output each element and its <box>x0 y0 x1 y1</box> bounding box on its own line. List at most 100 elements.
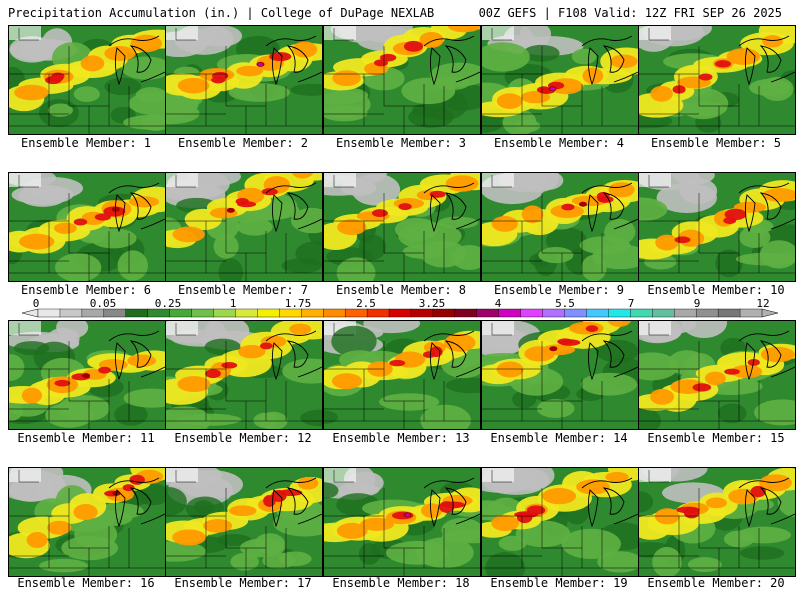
ensemble-member-caption: Ensemble Member: 5 <box>650 136 782 150</box>
colorbar-tick-label: 9 <box>693 297 701 310</box>
colorbar-segment <box>630 308 653 318</box>
ensemble-member-caption: Ensemble Member: 13 <box>332 431 470 445</box>
colorbar-segment <box>366 308 390 318</box>
precip-map <box>166 321 322 429</box>
colorbar-segment <box>498 308 522 318</box>
precip-map <box>639 321 795 429</box>
ensemble-member-caption: Ensemble Member: 20 <box>647 576 785 590</box>
ensemble-panel-18 <box>323 467 481 577</box>
ensemble-member-caption: Ensemble Member: 12 <box>174 431 312 445</box>
colorbar-segment <box>542 308 566 318</box>
colorbar-segment <box>103 308 127 318</box>
colorbar-segment <box>213 308 236 318</box>
colorbar-segment <box>125 308 149 318</box>
ensemble-panel-11 <box>8 320 166 430</box>
precip-map <box>166 468 322 576</box>
ensemble-panel-17 <box>165 467 323 577</box>
precip-map <box>324 173 480 281</box>
colorbar-segment <box>476 308 500 318</box>
colorbar-segment <box>59 308 83 318</box>
colorbar-tick-label: 0 <box>32 297 40 310</box>
ensemble-panel-6 <box>8 172 166 282</box>
ensemble-member-caption: Ensemble Member: 2 <box>177 136 309 150</box>
ensemble-panel-12 <box>165 320 323 430</box>
precip-map <box>9 173 165 281</box>
colorbar-segment <box>81 308 105 318</box>
model-run-info: 00Z GEFS | F108 Valid: 12Z FRI SEP 26 20… <box>478 6 782 20</box>
precip-map <box>639 468 795 576</box>
colorbar-segment <box>301 308 324 318</box>
precip-map <box>639 173 795 281</box>
ensemble-panel-8 <box>323 172 481 282</box>
ensemble-panel-14 <box>481 320 639 430</box>
ensemble-panel-19 <box>481 467 639 577</box>
ensemble-panel-13 <box>323 320 481 430</box>
colorbar-segment <box>432 308 456 318</box>
ensemble-member-caption: Ensemble Member: 10 <box>647 283 785 297</box>
colorbar-tick-label: 1.75 <box>284 297 312 310</box>
colorbar-tick-label: 1 <box>229 297 237 310</box>
precip-map <box>482 26 638 134</box>
colorbar-segment <box>257 308 280 318</box>
precip-map <box>324 321 480 429</box>
precip-map <box>9 26 165 134</box>
colorbar-tick-label: 5.5 <box>555 297 575 310</box>
ensemble-member-caption: Ensemble Member: 7 <box>177 283 309 297</box>
colorbar-segment <box>608 308 631 318</box>
ensemble-member-caption: Ensemble Member: 16 <box>17 576 155 590</box>
precip-map <box>482 321 638 429</box>
colorbar-tick-label: 2.5 <box>356 297 376 310</box>
colorbar-left-arrow <box>21 308 39 318</box>
colorbar-tick-label: 4 <box>494 297 502 310</box>
precip-map <box>639 26 795 134</box>
precip-map <box>482 468 638 576</box>
colorbar-segment <box>279 308 302 318</box>
colorbar-segment <box>388 308 412 318</box>
precip-map <box>324 26 480 134</box>
colorbar-segment <box>674 308 697 318</box>
ensemble-member-caption: Ensemble Member: 15 <box>647 431 785 445</box>
colorbar-segment <box>586 308 609 318</box>
precip-map <box>482 173 638 281</box>
colorbar-segment <box>191 308 215 318</box>
ensemble-panel-5 <box>638 25 796 135</box>
ensemble-member-caption: Ensemble Member: 17 <box>174 576 312 590</box>
ensemble-member-caption: Ensemble Member: 18 <box>332 576 470 590</box>
colorbar-segment <box>454 308 478 318</box>
colorbar-segment <box>652 308 675 318</box>
ensemble-panel-1 <box>8 25 166 135</box>
colorbar-tick-label: 0.25 <box>154 297 182 310</box>
ensemble-member-caption: Ensemble Member: 11 <box>17 431 155 445</box>
precip-map <box>9 468 165 576</box>
colorbar-segment <box>717 308 741 318</box>
ensemble-panel-16 <box>8 467 166 577</box>
colorbar-tick-label: 12 <box>756 297 770 310</box>
ensemble-panel-4 <box>481 25 639 135</box>
colorbar-right-arrow <box>761 308 779 318</box>
colorbar-segment <box>344 308 368 318</box>
colorbar-segment <box>169 308 193 318</box>
ensemble-member-caption: Ensemble Member: 19 <box>490 576 628 590</box>
ensemble-panel-3 <box>323 25 481 135</box>
ensemble-panel-9 <box>481 172 639 282</box>
colorbar-tick-label: 7 <box>627 297 635 310</box>
colorbar-segment <box>695 308 719 318</box>
colorbar-segment <box>564 308 587 318</box>
precip-map <box>166 173 322 281</box>
ensemble-member-caption: Ensemble Member: 9 <box>493 283 625 297</box>
ensemble-member-caption: Ensemble Member: 14 <box>490 431 628 445</box>
colorbar-segment <box>235 308 258 318</box>
colorbar-tick-label: 3.25 <box>418 297 446 310</box>
precip-map <box>166 26 322 134</box>
colorbar-segment <box>37 308 61 318</box>
ensemble-member-caption: Ensemble Member: 6 <box>20 283 152 297</box>
ensemble-panel-15 <box>638 320 796 430</box>
ensemble-panel-7 <box>165 172 323 282</box>
ensemble-member-caption: Ensemble Member: 8 <box>335 283 467 297</box>
ensemble-member-caption: Ensemble Member: 3 <box>335 136 467 150</box>
ensemble-panel-2 <box>165 25 323 135</box>
colorbar-segment <box>739 308 763 318</box>
ensemble-panel-20 <box>638 467 796 577</box>
ensemble-panel-10 <box>638 172 796 282</box>
